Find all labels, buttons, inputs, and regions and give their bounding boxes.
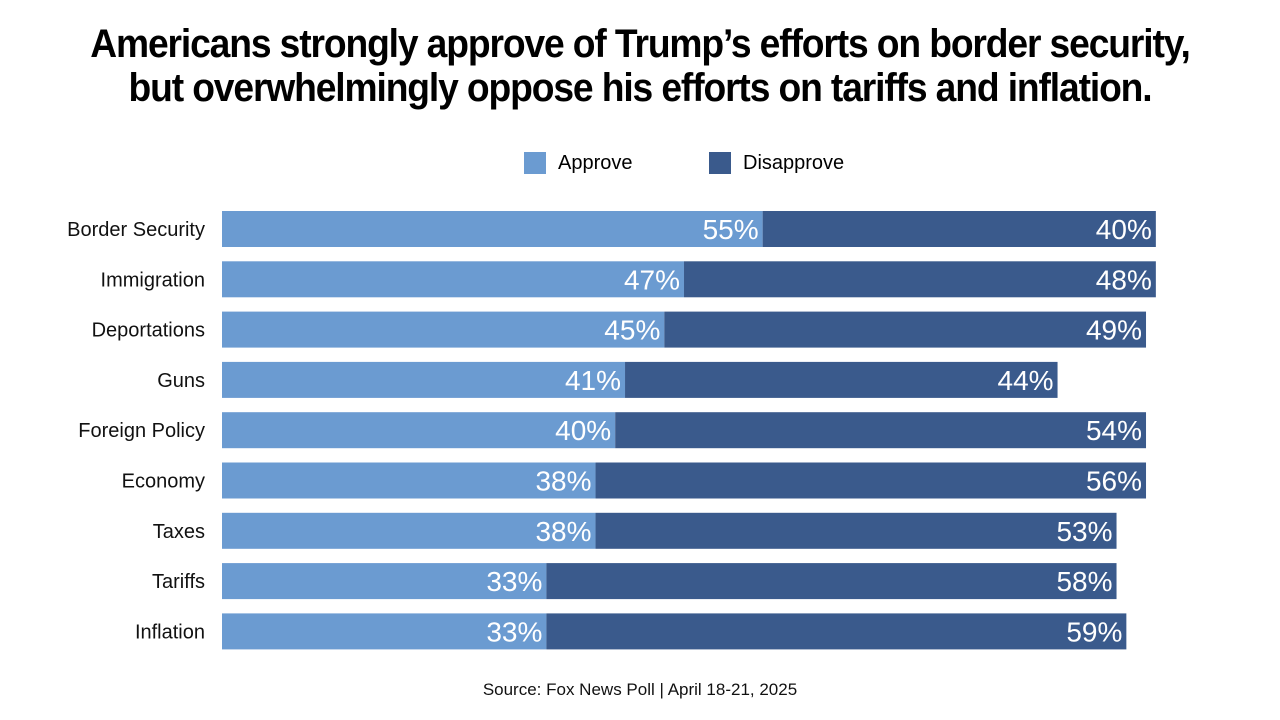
value-label-disapprove-border-security: 40% <box>1096 214 1152 245</box>
value-label-approve-guns: 41% <box>565 365 621 396</box>
value-label-approve-taxes: 38% <box>535 516 591 547</box>
bar-approve-deportations <box>222 311 665 348</box>
bar-disapprove-economy <box>595 462 1147 499</box>
chart-title-line-2: but overwhelmingly oppose his efforts on… <box>128 66 1152 110</box>
bar-approve-economy <box>222 462 596 499</box>
bar-approve-foreign-policy <box>222 412 616 449</box>
category-label-economy: Economy <box>122 471 205 493</box>
bar-approve-tariffs <box>222 563 547 600</box>
category-label-foreign-policy: Foreign Policy <box>78 420 205 442</box>
legend-item-disapprove: Disapprove <box>709 150 844 176</box>
bar-disapprove-foreign-policy <box>615 412 1147 449</box>
legend-swatch-approve <box>524 152 546 174</box>
value-label-approve-immigration: 47% <box>624 264 680 295</box>
category-label-deportations: Deportations <box>92 320 205 342</box>
value-label-approve-inflation: 33% <box>486 616 542 647</box>
bar-disapprove-tariffs <box>546 563 1117 600</box>
bar-disapprove-inflation <box>546 613 1127 650</box>
bar-disapprove-guns <box>625 361 1058 398</box>
value-label-disapprove-guns: 44% <box>998 365 1054 396</box>
category-label-tariffs: Tariffs <box>152 571 205 593</box>
bar-disapprove-deportations <box>664 311 1147 348</box>
category-label-border-security: Border Security <box>67 219 205 241</box>
value-label-approve-border-security: 55% <box>703 214 759 245</box>
bar-disapprove-immigration <box>684 261 1156 298</box>
value-label-disapprove-economy: 56% <box>1086 466 1142 497</box>
category-label-immigration: Immigration <box>101 269 205 291</box>
value-label-approve-economy: 38% <box>535 466 591 497</box>
bar-approve-taxes <box>222 512 596 549</box>
legend: Approve Disapprove <box>0 150 1280 176</box>
value-label-disapprove-foreign-policy: 54% <box>1086 415 1142 446</box>
legend-label-disapprove: Disapprove <box>743 151 845 174</box>
bar-disapprove-border-security <box>762 211 1156 247</box>
value-label-disapprove-deportations: 49% <box>1086 315 1142 346</box>
value-label-disapprove-taxes: 53% <box>1056 516 1112 547</box>
bar-approve-inflation <box>222 613 547 650</box>
chart-title-line-1: Americans strongly approve of Trump’s ef… <box>90 22 1191 66</box>
category-label-guns: Guns <box>157 370 205 392</box>
value-label-disapprove-inflation: 59% <box>1066 616 1122 647</box>
bar-approve-guns <box>222 361 626 398</box>
value-label-disapprove-immigration: 48% <box>1096 264 1152 295</box>
bar-approve-immigration <box>222 261 685 298</box>
category-label-inflation: Inflation <box>135 621 205 643</box>
value-label-approve-foreign-policy: 40% <box>555 415 611 446</box>
legend-item-approve: Approve <box>524 150 633 176</box>
chart-title: Americans strongly approve of Trump’s ef… <box>45 22 1235 110</box>
source-note: Source: Fox News Poll | April 18-21, 202… <box>482 680 798 699</box>
value-label-approve-tariffs: 33% <box>486 566 542 597</box>
legend-swatch-disapprove <box>709 152 731 174</box>
value-label-approve-deportations: 45% <box>604 315 660 346</box>
value-label-disapprove-tariffs: 58% <box>1056 566 1112 597</box>
legend-label-approve: Approve <box>558 151 633 174</box>
bar-disapprove-taxes <box>595 512 1117 549</box>
category-label-taxes: Taxes <box>153 521 205 543</box>
bar-approve-border-security <box>222 211 763 247</box>
